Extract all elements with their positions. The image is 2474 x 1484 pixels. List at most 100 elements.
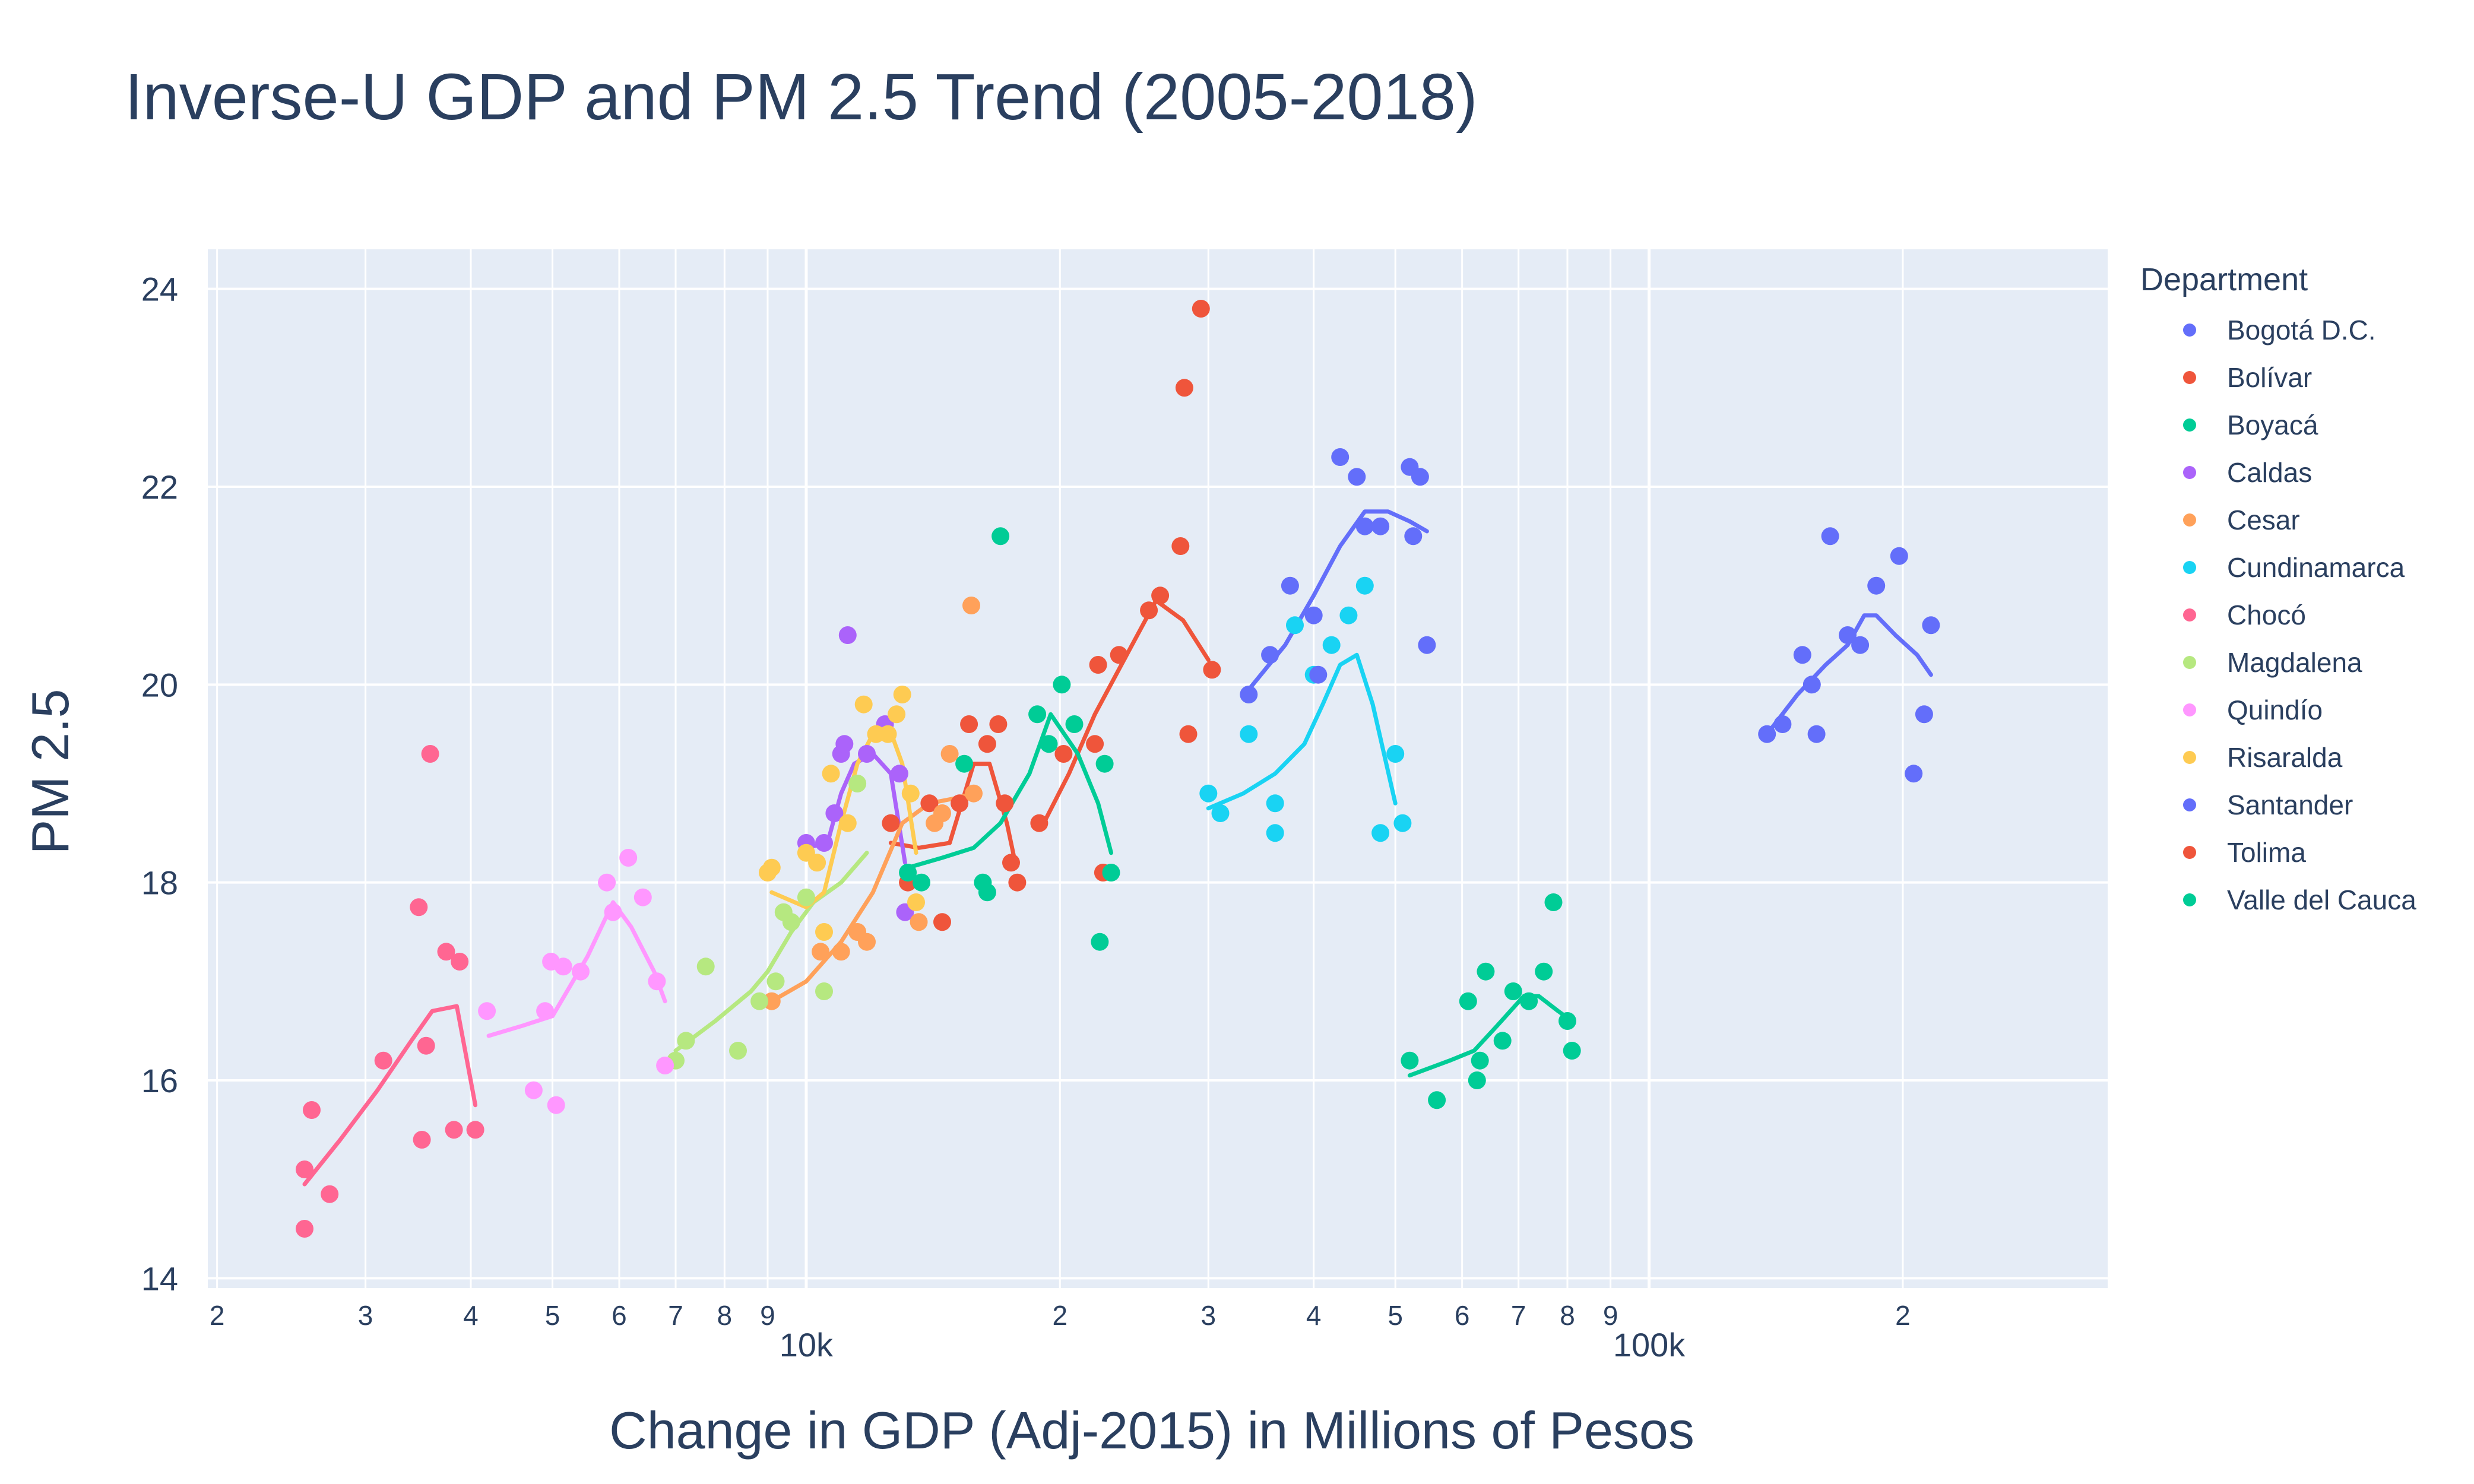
legend-item[interactable]: Magdalena	[2140, 639, 2416, 686]
data-point	[1355, 517, 1374, 535]
data-point	[1240, 725, 1258, 743]
data-point	[1053, 676, 1071, 694]
data-point	[1386, 745, 1405, 763]
y-tick-label: 22	[141, 468, 178, 506]
legend-label: Valle del Cauca	[2227, 884, 2416, 915]
x-tick-label: 3	[1200, 1300, 1216, 1331]
data-point	[1086, 735, 1104, 753]
data-point	[838, 626, 857, 644]
data-point	[1459, 992, 1477, 1010]
data-point	[1281, 576, 1299, 595]
trend-line	[302, 1004, 478, 1187]
data-point	[978, 735, 996, 753]
data-point	[1322, 636, 1341, 654]
legend-label: Magdalena	[2227, 647, 2362, 678]
legend-item[interactable]: Caldas	[2140, 449, 2416, 496]
data-point	[1140, 601, 1158, 620]
data-point	[296, 1160, 313, 1178]
data-point	[951, 794, 969, 813]
data-point	[1211, 804, 1230, 822]
legend-label: Risaralda	[2227, 742, 2343, 773]
data-point	[1851, 636, 1870, 654]
grid-layer	[208, 249, 2108, 1288]
legend-item[interactable]: Risaralda	[2140, 734, 2416, 781]
x-tick-label: 2	[1052, 1300, 1067, 1331]
data-point	[815, 834, 833, 852]
data-point	[413, 1131, 431, 1149]
legend-item[interactable]: Quindío	[2140, 686, 2416, 734]
legend-marker-icon	[2183, 703, 2196, 716]
data-point	[978, 883, 996, 902]
y-axis-title: PM 2.5	[21, 689, 80, 855]
legend-item[interactable]: Santander	[2140, 781, 2416, 829]
data-point	[1339, 606, 1358, 624]
legend-marker-icon	[2183, 846, 2196, 859]
data-point	[1758, 725, 1776, 743]
data-point	[933, 804, 951, 822]
data-point	[547, 1096, 565, 1114]
legend-item[interactable]: Valle del Cauca	[2140, 876, 2416, 924]
data-point	[1266, 824, 1284, 842]
data-point	[960, 715, 978, 733]
data-point	[1477, 962, 1495, 981]
legend-items: Bogotá D.C. Bolívar Boyacá Caldas Cesar Cundi…	[2140, 306, 2416, 924]
legend-item[interactable]: Chocó	[2140, 591, 2416, 639]
legend-marker-icon	[2183, 893, 2196, 906]
legend: Department Bogotá D.C. Bolívar Boyacá Calda…	[2140, 261, 2416, 924]
data-point	[417, 1036, 435, 1055]
legend-item[interactable]: Bolívar	[2140, 354, 2416, 401]
x-tick-label: 7	[1511, 1300, 1526, 1331]
legend-marker-icon	[2183, 656, 2196, 669]
data-point	[1803, 676, 1821, 694]
data-point	[1915, 705, 1933, 724]
data-point	[750, 992, 769, 1010]
data-point	[1468, 1071, 1486, 1089]
data-point	[1793, 646, 1811, 664]
x-tick-label: 3	[358, 1300, 373, 1331]
legend-item[interactable]: Bogotá D.C.	[2140, 306, 2416, 354]
data-point	[940, 745, 959, 763]
data-point	[1867, 576, 1886, 595]
data-point	[1261, 646, 1279, 664]
data-point	[1411, 468, 1429, 486]
data-point	[1095, 754, 1114, 773]
y-tick-label: 16	[141, 1062, 178, 1099]
data-point	[604, 903, 622, 921]
y-tick-label: 24	[141, 271, 178, 308]
data-point	[1821, 527, 1839, 546]
data-point	[1890, 547, 1908, 565]
data-point	[991, 527, 1010, 546]
data-point	[1371, 517, 1390, 535]
data-point	[965, 784, 983, 803]
legend-item[interactable]: Boyacá	[2140, 401, 2416, 449]
legend-item[interactable]: Cesar	[2140, 496, 2416, 544]
x-axis-title: Change in GDP (Adj-2015) in Millions of …	[609, 1401, 1694, 1460]
x-tick-label: 8	[717, 1300, 733, 1331]
x-tick-label: 7	[668, 1300, 683, 1331]
data-point	[1773, 715, 1792, 733]
data-point	[1401, 1051, 1419, 1070]
data-point	[913, 873, 930, 892]
legend-marker-icon	[2183, 513, 2196, 527]
data-point	[1563, 1042, 1581, 1060]
y-tick-label: 20	[141, 666, 178, 703]
legend-item[interactable]: Tolima	[2140, 829, 2416, 876]
data-point	[1065, 715, 1084, 733]
trend-line	[673, 851, 869, 1053]
legend-marker-icon	[2183, 751, 2196, 764]
data-point	[832, 943, 850, 961]
legend-marker-icon	[2183, 418, 2196, 432]
data-point	[1520, 992, 1538, 1010]
data-point	[762, 992, 781, 1010]
data-point	[598, 873, 616, 892]
x-tick-label: 5	[1388, 1300, 1403, 1331]
trend-layer	[302, 509, 1933, 1187]
data-point	[1199, 784, 1218, 803]
data-point	[1371, 824, 1390, 842]
data-point	[321, 1185, 339, 1203]
data-point	[1535, 962, 1553, 981]
data-point	[554, 957, 572, 976]
legend-label: Boyacá	[2227, 410, 2318, 440]
legend-item[interactable]: Cundinamarca	[2140, 544, 2416, 591]
